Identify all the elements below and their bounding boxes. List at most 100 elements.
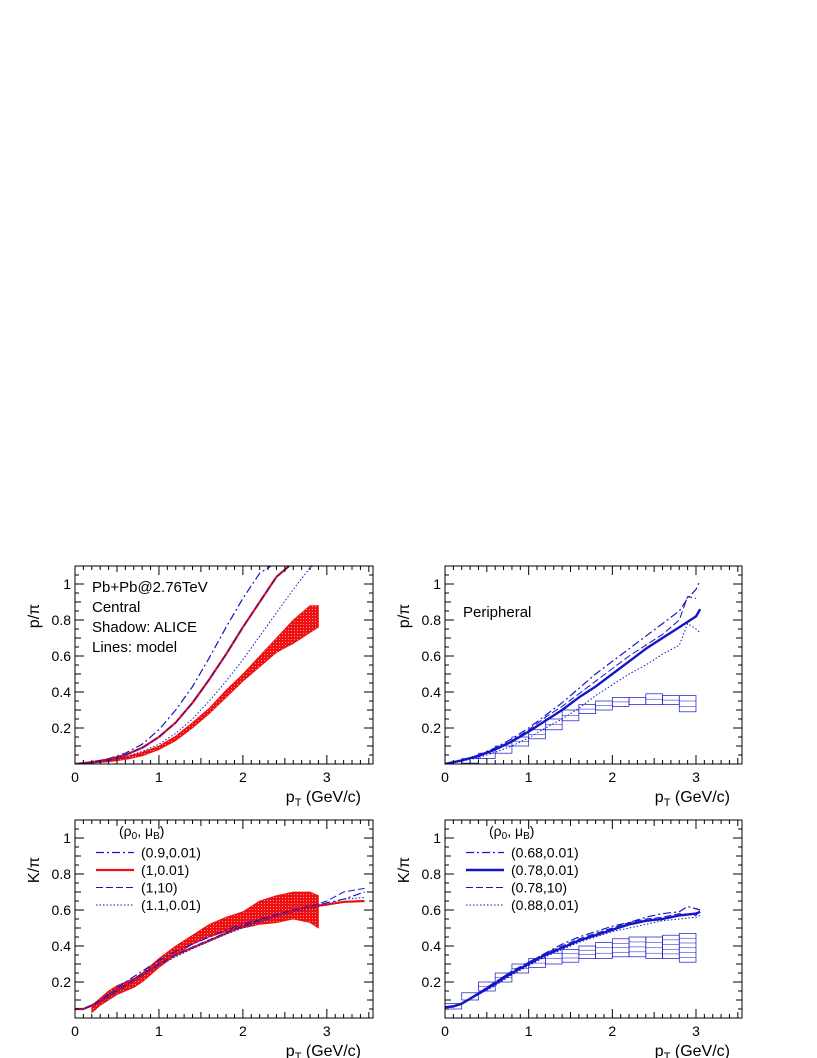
x-tick-label: 3 — [323, 769, 331, 785]
legend-header-rho-sub: 0 — [502, 831, 508, 842]
y-axis-title: K/π — [396, 857, 413, 883]
y-tick-label: 0.2 — [52, 974, 72, 990]
x-tick-label: 0 — [441, 1023, 449, 1039]
panel-br: 0 1 2 3 0.2 0.4 0.6 0.8 1 pT (GeV/c) K/π (ρ0, μB) (0… — [396, 819, 743, 1058]
alice-data-band — [91, 605, 319, 764]
x-tick-label: 3 — [323, 1023, 331, 1039]
series-line-2 — [445, 910, 701, 1009]
x-tick-label: 1 — [155, 1023, 163, 1039]
x-tick-label: 2 — [608, 769, 616, 785]
series-line-2 — [445, 608, 702, 764]
x-axis-title-subscript: T — [664, 1051, 671, 1058]
annotation-text-line: Lines: model — [92, 639, 177, 656]
x-tick-label: 2 — [239, 1023, 247, 1039]
plot-area — [445, 905, 701, 1010]
legend-header-mu: μ — [145, 823, 153, 839]
y-tick-label: 0.8 — [52, 612, 72, 628]
x-tick-label: 3 — [692, 1023, 700, 1039]
alice-data-box — [662, 934, 680, 959]
legend-header: (ρ0, μB) — [119, 823, 164, 842]
legend-header-mu-sub: B — [153, 831, 160, 842]
annotation-text-line: Central — [92, 599, 140, 616]
y-tick-label: 0.8 — [52, 866, 72, 882]
panel-tr: 0 1 2 3 0.2 0.4 0.6 0.8 1 pT (GeV/c) p/π Peripheral — [396, 565, 743, 809]
series-line-3 — [445, 596, 697, 764]
legend-header-rho: ρ — [124, 823, 132, 839]
legend-label-3: (1,10) — [141, 880, 178, 896]
plot-frame — [444, 565, 743, 765]
legend-header-paren: ( — [119, 823, 124, 839]
series-line-4 — [445, 914, 701, 1008]
y-tick-label: 0.4 — [52, 684, 72, 700]
x-axis-title: pT (GeV/c) — [286, 1043, 361, 1058]
legend-label-4: (0.88,0.01) — [511, 897, 579, 913]
legend-label-2: (0.78,0.01) — [511, 862, 579, 878]
y-tick-label: 1 — [63, 830, 71, 846]
annotation-text-line: Pb+Pb@2.76TeV — [92, 579, 208, 596]
legend-header-sep: , — [507, 823, 515, 839]
x-axis-title-symbol: p — [655, 1043, 664, 1058]
x-tick-label: 1 — [525, 1023, 533, 1039]
series-line-3 — [75, 887, 365, 1010]
alice-data-box — [445, 1003, 463, 1010]
x-axis-title: pT (GeV/c) — [286, 789, 361, 809]
plot-area — [75, 887, 365, 1014]
legend-label-2: (1,0.01) — [141, 862, 189, 878]
series-line-2 — [75, 899, 365, 1011]
annotation-text-line: Shadow: ALICE — [92, 619, 197, 636]
legend-header-rho: ρ — [494, 823, 502, 839]
x-tick-label: 1 — [155, 769, 163, 785]
x-axis-title-subscript: T — [664, 797, 671, 809]
legend-header: (ρ0, μB) — [489, 823, 534, 842]
x-tick-label: 0 — [441, 769, 449, 785]
legend-label-4: (1.1,0.01) — [141, 897, 201, 913]
alice-data-band — [91, 891, 319, 1014]
alice-data-box — [628, 697, 647, 705]
x-axis-title-subscript: T — [295, 797, 302, 809]
series-line-3 — [445, 909, 701, 1008]
y-tick-label: 0.2 — [422, 974, 442, 990]
y-tick-label: 1 — [63, 576, 71, 592]
series-line-4 — [75, 896, 365, 1010]
y-tick-label: 1 — [433, 576, 441, 592]
alice-data-box — [595, 942, 613, 959]
y-tick-label: 0.4 — [422, 684, 442, 700]
legend-header-rho-sub: 0 — [132, 831, 138, 842]
legend-label-1: (0.9,0.01) — [141, 845, 201, 861]
y-tick-label: 1 — [433, 830, 441, 846]
legend-header-sep: , — [137, 823, 145, 839]
y-tick-label: 0.2 — [52, 720, 72, 736]
x-axis-title: pT (GeV/c) — [655, 1043, 730, 1058]
y-tick-label: 0.4 — [422, 938, 442, 954]
panel-tl: 0 1 2 3 0.2 0.4 0.6 0.8 1 pT (GeV/c) p/π Pb+Pb@2.76… — [26, 565, 374, 809]
x-tick-label: 3 — [692, 769, 700, 785]
x-tick-label: 0 — [71, 1023, 79, 1039]
legend-label-1: (0.68,0.01) — [511, 845, 579, 861]
x-axis-title-unit: (GeV/c) — [670, 1043, 730, 1058]
y-axis-title: p/π — [396, 604, 413, 628]
x-tick-label: 1 — [525, 769, 533, 785]
y-tick-label: 0.4 — [52, 938, 72, 954]
x-tick-label: 2 — [608, 1023, 616, 1039]
plot-area — [445, 580, 702, 764]
x-axis-title-symbol: p — [286, 789, 295, 806]
series-line-3 — [75, 566, 290, 764]
y-tick-label: 0.8 — [422, 612, 442, 628]
y-tick-label: 0.8 — [422, 866, 442, 882]
y-axis-title: p/π — [26, 604, 43, 628]
legend-header-mu-sub: B — [523, 831, 530, 842]
x-axis-title-unit: (GeV/c) — [670, 789, 730, 806]
x-axis-title-symbol: p — [286, 1043, 295, 1058]
y-tick-label: 0.6 — [422, 902, 442, 918]
y-tick-label: 0.6 — [52, 648, 72, 664]
x-axis-title: pT (GeV/c) — [655, 789, 730, 809]
y-tick-label: 0.6 — [52, 902, 72, 918]
x-axis-title-unit: (GeV/c) — [301, 789, 361, 806]
annotation-text-line: Peripheral — [463, 604, 531, 621]
series-line-1 — [445, 580, 701, 764]
y-tick-label: 0.6 — [422, 648, 442, 664]
legend-label-3: (0.78,10) — [511, 880, 567, 896]
x-axis-title-unit: (GeV/c) — [301, 1043, 361, 1058]
